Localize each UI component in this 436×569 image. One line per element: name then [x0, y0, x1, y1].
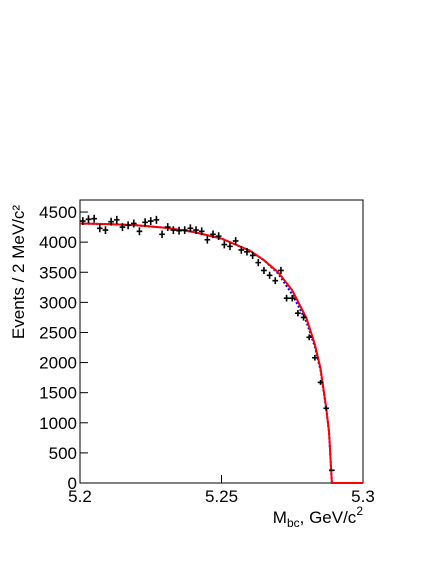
data-point: [176, 226, 182, 235]
plot-frame: [79, 199, 364, 484]
data-point: [289, 294, 296, 302]
data-point: [261, 266, 267, 275]
data-point: [164, 223, 171, 232]
data-point: [283, 294, 290, 302]
data-point: [147, 217, 154, 226]
x-axis-label: Mbc, GeV/c2: [273, 504, 364, 530]
y-tick-label: 4000: [39, 233, 77, 252]
data-point: [85, 215, 92, 224]
x-tick-label: 5.25: [205, 487, 238, 506]
data-point: [159, 230, 165, 239]
y-tick-label: 2500: [39, 323, 77, 342]
data-point: [215, 232, 222, 240]
data-point: [272, 277, 279, 285]
data-point: [187, 224, 194, 233]
data-point: [181, 226, 188, 235]
x-label-sub: bc: [287, 516, 300, 530]
y-tick-label: 3500: [39, 263, 77, 282]
data-point: [108, 217, 114, 226]
data-point: [153, 215, 160, 224]
y-tick-label: 1500: [39, 384, 77, 403]
data-point: [210, 230, 216, 239]
data-point: [312, 354, 318, 361]
y-tick-label: 1000: [39, 414, 77, 433]
x-label-part: M: [273, 508, 287, 527]
data-point: [323, 406, 330, 411]
background-curve: [79, 222, 333, 484]
data-point: [232, 237, 239, 245]
data-point: [102, 226, 109, 235]
data-point: [170, 226, 177, 235]
data-point: [80, 217, 86, 226]
y-tick-label: 3000: [39, 293, 77, 312]
data-point: [249, 251, 256, 260]
data-point: [204, 235, 211, 244]
data-point: [329, 469, 335, 472]
data-point: [295, 310, 301, 317]
x-tick-label: 5.2: [68, 487, 92, 506]
data-point: [130, 219, 137, 228]
data-point: [193, 226, 199, 235]
data-point: [306, 334, 313, 341]
data-point: [198, 227, 205, 236]
y-tick-label: 500: [49, 444, 77, 463]
fit-curve: [79, 222, 363, 484]
y-tick-label: 2000: [39, 354, 77, 373]
data-point: [255, 259, 262, 267]
data-point: [125, 221, 131, 230]
data-point: [221, 240, 228, 249]
data-point: [119, 223, 126, 232]
data-point: [136, 227, 143, 236]
data-point: [278, 266, 284, 275]
y-tick-label: 4500: [39, 203, 77, 222]
x-label-part: , GeV/c: [300, 508, 357, 527]
data-point: [244, 248, 250, 256]
data-point: [317, 379, 324, 385]
data-point: [238, 246, 245, 254]
x-label-sup: 2: [356, 504, 363, 518]
data-point: [300, 314, 307, 321]
x-tick-label: 5.3: [351, 487, 375, 506]
data-point: [91, 214, 97, 223]
data-point: [266, 271, 273, 279]
data-point: [113, 215, 120, 224]
y-axis-label: Events / 2 MeV/c²: [9, 205, 28, 339]
data-point: [96, 224, 103, 233]
y-tick-label: 0: [68, 474, 77, 493]
data-point: [142, 218, 148, 227]
data-point: [227, 242, 233, 251]
